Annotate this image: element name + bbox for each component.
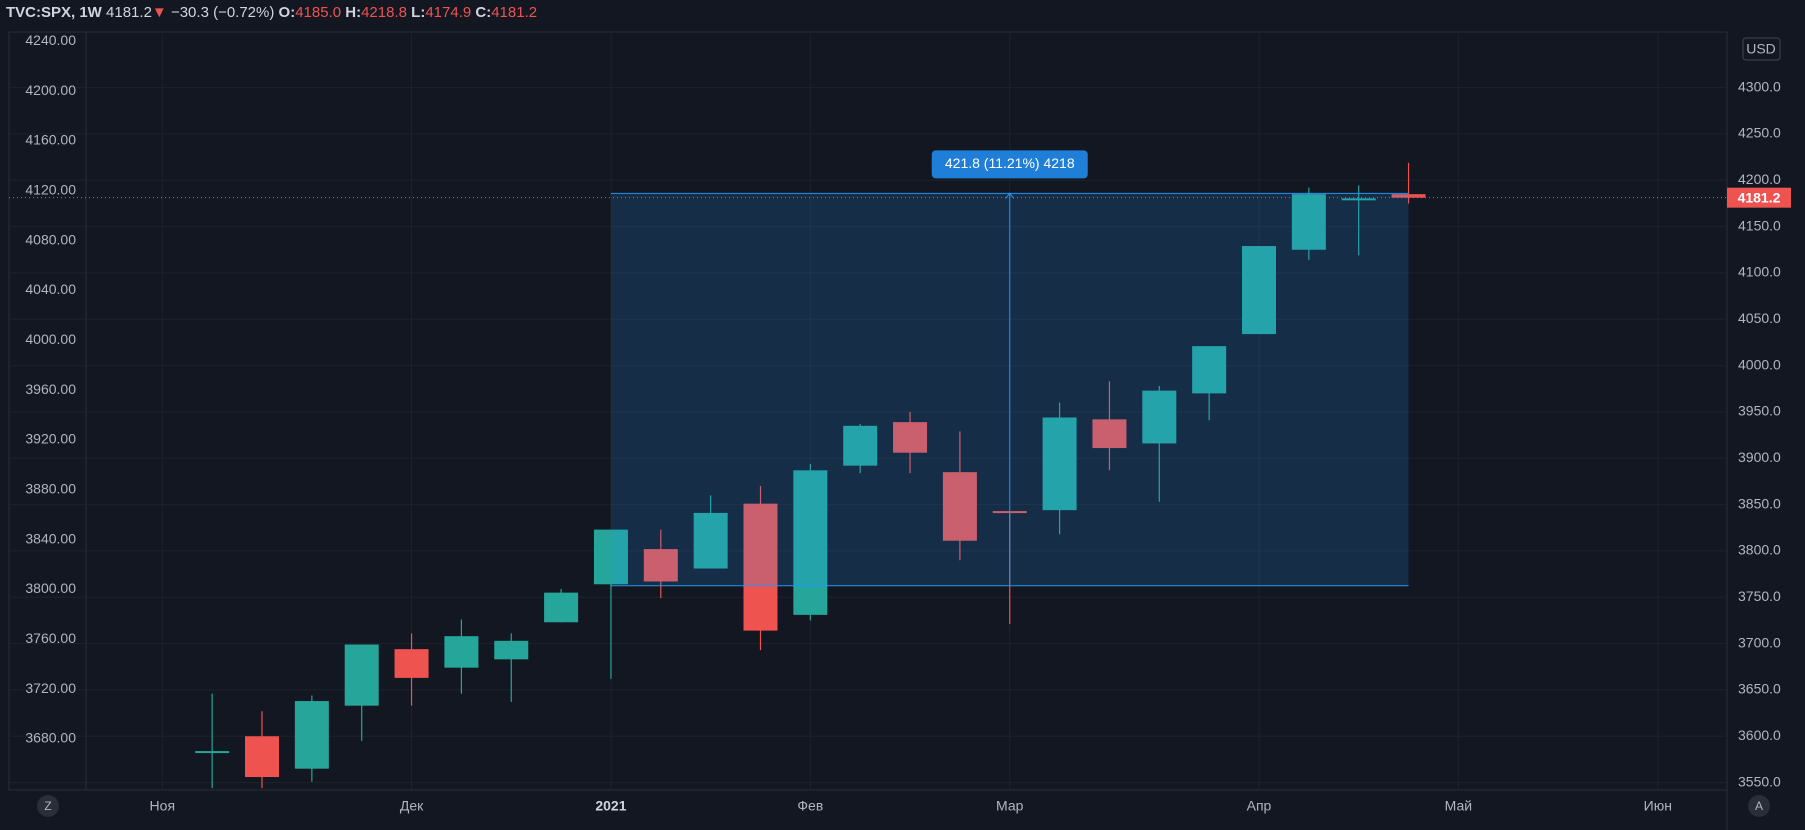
o-value: 4185.0: [295, 4, 342, 21]
candle-body: [1142, 390, 1177, 444]
candle-body: [743, 503, 778, 631]
y2-tick-label: 4000.00: [25, 331, 76, 347]
y2-tick-label: 3800.00: [25, 580, 76, 596]
y-tick-label: 3650.0: [1738, 681, 1781, 697]
y-tick-label: 3750.0: [1738, 588, 1781, 604]
candle-body: [643, 549, 678, 582]
x-tick-label: Апр: [1247, 798, 1272, 814]
y-tick-label: 3900.0: [1738, 449, 1781, 465]
y2-tick-label: 3920.00: [25, 431, 76, 447]
h-label: H:: [345, 4, 362, 21]
y2-tick-label: 3960.00: [25, 381, 76, 397]
x-tick-label: Май: [1445, 798, 1472, 814]
price-tag: [1727, 187, 1791, 208]
candle-body: [793, 470, 828, 615]
y2-tick-label: 4200.00: [25, 82, 76, 98]
candle-body: [195, 751, 230, 754]
x-tick-label: Ноя: [150, 798, 175, 814]
y2-tick-label: 4240.00: [25, 32, 76, 48]
candle-body: [1042, 417, 1077, 511]
c-label: C:: [475, 4, 492, 21]
arrow: ▼: [151, 4, 167, 21]
candle-body: [245, 736, 279, 778]
price-tag-label: 4181.2: [1738, 189, 1781, 205]
y-tick-label: 3850.0: [1738, 495, 1781, 511]
y2-tick-label: 3760.00: [25, 630, 76, 646]
candle-body: [693, 512, 728, 569]
legend-header: TVC:SPX, 1W 4181.2▼ −30.3 (−0.72%) O:418…: [6, 4, 537, 21]
currency-box[interactable]: [1742, 37, 1781, 61]
l-label: L:: [411, 4, 426, 21]
l-value: 4174.9: [425, 4, 472, 21]
y-tick-label: 4250.0: [1738, 125, 1781, 141]
candle-body: [444, 636, 479, 668]
candle-body: [1092, 419, 1127, 449]
candle-body: [1341, 198, 1376, 201]
candle-body: [494, 640, 529, 660]
y2-tick-label: 4160.00: [25, 132, 76, 148]
y2-tick-label: 4040.00: [25, 281, 76, 297]
candle-body: [544, 592, 579, 623]
y-tick-label: 4050.0: [1738, 310, 1781, 326]
symbol: TVC:SPX, 1W: [6, 4, 102, 21]
x-tick-label: 2021: [595, 798, 626, 814]
y-tick-label: 3550.0: [1738, 773, 1781, 789]
z-button-label[interactable]: Z: [44, 799, 51, 813]
x-tick-label: Июн: [1644, 798, 1672, 814]
candle-body: [893, 422, 928, 453]
y-tick-label: 4200.0: [1738, 171, 1781, 187]
y-tick-label: 3700.0: [1738, 634, 1781, 650]
y2-tick-label: 3720.00: [25, 680, 76, 696]
last: 4181.2: [106, 4, 152, 21]
y-tick-label: 4100.0: [1738, 264, 1781, 280]
candle-body: [294, 701, 329, 769]
currency[interactable]: USD: [1746, 41, 1776, 57]
measure-label: 421.8 (11.21%) 4218: [945, 155, 1075, 171]
candle-body: [1391, 194, 1426, 198]
measure-label-box: [931, 150, 1088, 179]
y-tick-label: 3950.0: [1738, 403, 1781, 419]
y2-tick-label: 4120.00: [25, 182, 76, 198]
y-tick-label: 4000.0: [1738, 356, 1781, 372]
y2-tick-label: 3680.00: [25, 730, 76, 746]
y2-tick-label: 4080.00: [25, 231, 76, 247]
measure-arrowhead: [1005, 192, 1015, 199]
candle-body: [1291, 194, 1326, 250]
y-tick-label: 3600.0: [1738, 727, 1781, 743]
x-tick-label: Дек: [400, 798, 424, 814]
h-value: 4218.8: [361, 4, 407, 21]
x-tick-label: Мар: [996, 798, 1024, 814]
o-label: O:: [278, 4, 296, 21]
a-button[interactable]: [1748, 795, 1770, 817]
candle-body: [843, 425, 878, 466]
y-tick-label: 4150.0: [1738, 217, 1781, 233]
y2-tick-label: 3840.00: [25, 530, 76, 546]
y2-tick-label: 3880.00: [25, 480, 76, 496]
candle-body: [394, 649, 429, 678]
candle-body: [942, 472, 977, 541]
c-value: 4181.2: [491, 4, 538, 21]
y-tick-label: 4300.0: [1738, 78, 1781, 94]
candle-body: [1242, 246, 1276, 335]
candle-body: [593, 529, 628, 585]
y-tick-label: 3800.0: [1738, 542, 1781, 558]
change: −30.3 (−0.72%): [170, 4, 275, 21]
a-button-label[interactable]: A: [1755, 799, 1763, 813]
z-button[interactable]: [37, 795, 59, 817]
x-tick-label: Фев: [797, 798, 823, 814]
candle-body: [344, 644, 379, 706]
candle-body: [1192, 346, 1227, 394]
